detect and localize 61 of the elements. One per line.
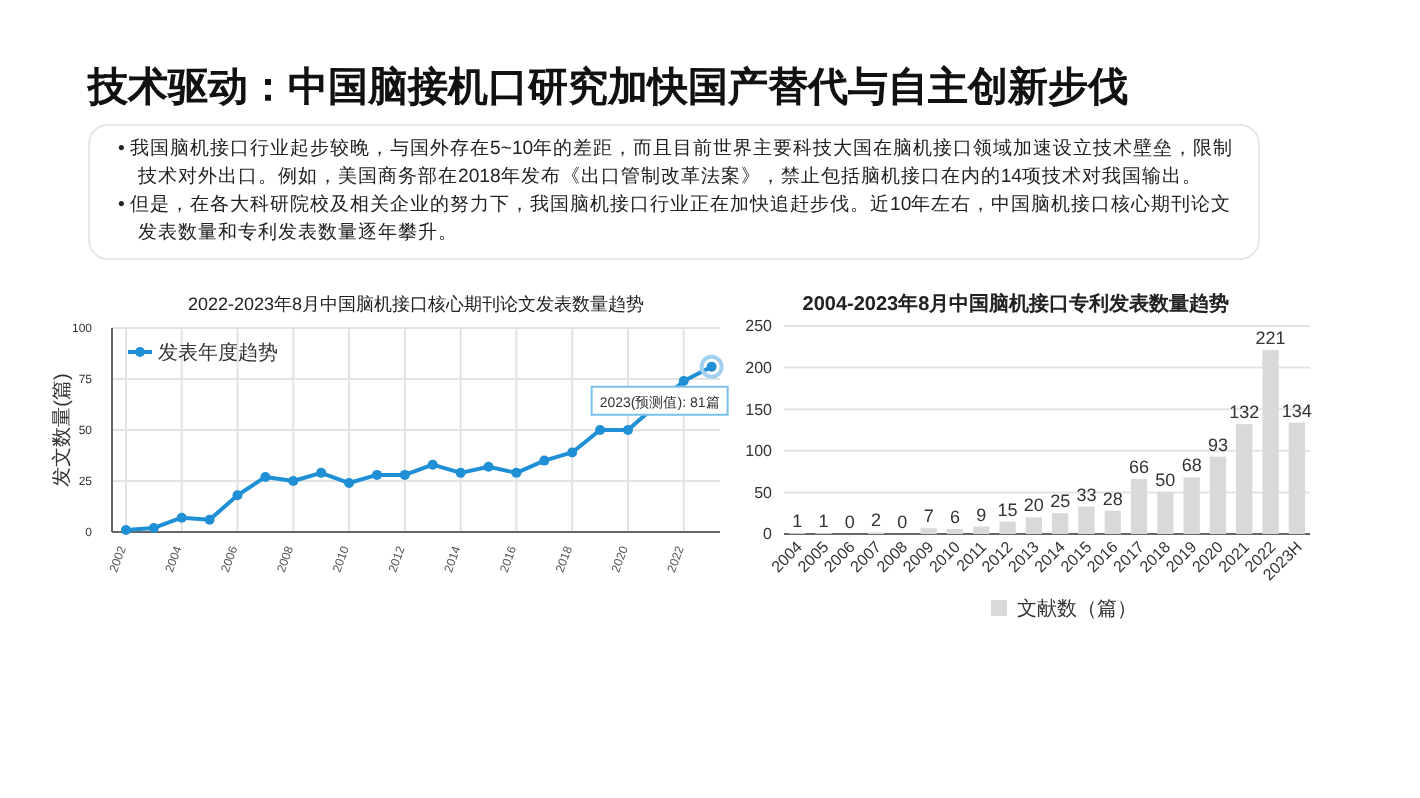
chart-title: 2022-2023年8月中国脑机接口核心期刊论文发表数量趋势 — [187, 294, 645, 314]
y-tick-label: 50 — [754, 483, 774, 502]
point — [232, 490, 243, 501]
data-label: 50 — [1155, 470, 1176, 491]
point — [622, 425, 633, 435]
point — [539, 455, 550, 466]
point — [483, 461, 494, 472]
data-label: 2 — [871, 510, 882, 531]
data-label: 33 — [1076, 484, 1097, 505]
point — [344, 478, 355, 489]
data-label: 93 — [1207, 434, 1228, 455]
text: 技术驱动：中国脑接机口研究加快国产替代与自主创新步伐 — [88, 63, 1128, 114]
point — [148, 522, 159, 533]
legend-label: 发表年度趋势 — [158, 341, 278, 365]
bar — [1052, 513, 1069, 534]
data-label: 15 — [997, 499, 1018, 520]
data-label: 0 — [897, 512, 908, 532]
bar — [1025, 517, 1042, 534]
point — [427, 459, 438, 470]
data-label: 20 — [1023, 495, 1044, 516]
bar — [973, 526, 990, 534]
point — [399, 469, 410, 480]
point — [316, 467, 327, 478]
point — [176, 512, 187, 523]
point — [455, 467, 466, 478]
chart-title: 2004-2023年8月中国脑机接口专利发表数量趋势 — [802, 292, 1230, 316]
data-label: 1 — [818, 511, 829, 532]
y-axis-title: 发文数量(篇) — [50, 373, 74, 487]
y-tick-label: 150 — [745, 400, 774, 419]
point — [204, 514, 215, 525]
bar — [1104, 510, 1121, 534]
data-label: 134 — [1281, 400, 1312, 421]
bar — [999, 521, 1016, 534]
point — [371, 469, 382, 480]
y-tick-label: 250 — [745, 317, 774, 336]
data-label: 7 — [923, 506, 934, 527]
point — [260, 471, 271, 482]
legend-label: 文献数（篇） — [1017, 597, 1137, 621]
point — [511, 467, 522, 478]
data-label: 132 — [1229, 402, 1260, 423]
data-label: 66 — [1129, 457, 1150, 478]
data-label: 221 — [1255, 328, 1286, 349]
y-tick-label: 200 — [745, 358, 774, 377]
point — [288, 476, 299, 486]
point — [120, 524, 131, 535]
point — [595, 425, 606, 435]
data-label: 28 — [1102, 488, 1123, 509]
data-label: 9 — [976, 504, 987, 525]
data-label: 1 — [792, 511, 803, 532]
point — [567, 447, 578, 458]
data-label: 68 — [1181, 455, 1202, 476]
y-tick-label: 0 — [763, 525, 774, 544]
data-label: 0 — [844, 512, 855, 532]
text: • 我国脑机接口行业起步较晚，与国外存在5~10年的差距，而且目前世界主要科技大国在脑机接口领域加速设立技术壁垒，限制技术对外出口。例如，美国商务部在2018年发布《出口管制改革法案》，禁止包括脑机接口在内的14项技术对我国输出。 — [118, 136, 1236, 192]
text: • 但是，在各大科研院校及相关企业的努力下，我国脑机接口行业正在加快追赶步伐。近10年左右，中国脑机接口核心期刊论文发表数量和专利发表数量逐年攀升。 — [118, 192, 1234, 248]
point — [678, 376, 689, 387]
bar — [920, 528, 937, 534]
bar — [1078, 506, 1095, 534]
data-label: 6 — [949, 507, 960, 528]
data-label: 25 — [1050, 491, 1071, 512]
y-tick-label: 100 — [745, 442, 774, 461]
